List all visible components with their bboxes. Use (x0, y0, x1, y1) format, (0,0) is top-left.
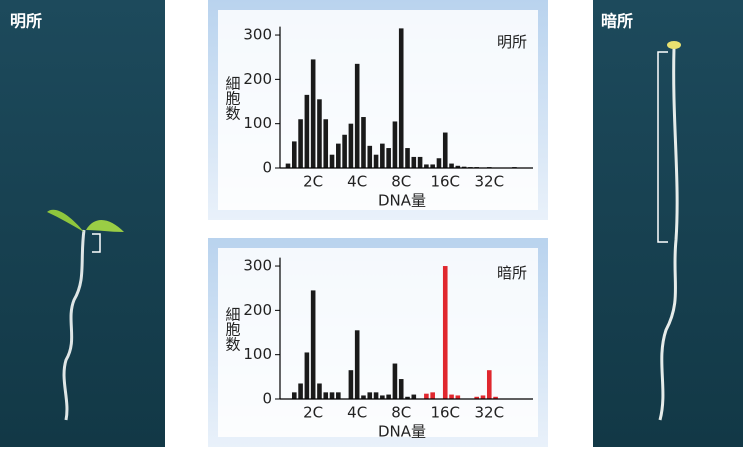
x-tick-label: 16C (430, 404, 460, 422)
bar (367, 146, 372, 168)
bar (342, 135, 347, 168)
bar (298, 383, 303, 399)
bar (374, 155, 379, 168)
bar (424, 394, 429, 399)
bar (412, 395, 417, 399)
x-tick-label: 16C (430, 173, 460, 191)
x-tick-label: 32C (474, 173, 504, 191)
y-tick-label: 200 (243, 301, 272, 319)
bar (305, 352, 310, 399)
photo-label: 明所 (10, 12, 42, 31)
bar (311, 59, 316, 168)
page: 明所 暗所 01002003002C4C8C16C32CDNA量細胞数明所010… (0, 0, 743, 447)
bar (323, 119, 328, 168)
bar (399, 379, 404, 399)
bar (305, 95, 310, 168)
y-tick-label: 300 (243, 257, 272, 275)
bar (292, 392, 297, 399)
x-tick-label: 2C (303, 173, 323, 191)
bar (349, 370, 354, 399)
bar (317, 99, 322, 168)
x-tick-label: 8C (391, 173, 411, 191)
annotation: 暗所 (497, 264, 527, 282)
y-tick-label: 100 (243, 114, 272, 132)
bar (399, 28, 404, 168)
annotation: 明所 (497, 33, 527, 51)
y-tick-label: 0 (262, 390, 272, 408)
chart-panel: 0 100 200 300 2C 4C 8C 16C 32C DNA量 細胞数 暗所 (208, 238, 548, 447)
bar (437, 158, 442, 168)
bar (412, 157, 417, 168)
bar (386, 395, 391, 399)
x-tick-label: 2C (303, 404, 323, 422)
y-tick-label: 200 (243, 70, 272, 88)
bar (286, 164, 291, 168)
chart-panel: 0 100 200 300 2C 4C 8C 16C 32C DNA量 細胞数 明所 (208, 0, 548, 220)
photo-light: 明所 (0, 0, 165, 447)
bar (405, 148, 410, 168)
bar (449, 395, 454, 399)
bar (430, 392, 435, 399)
bar (330, 155, 335, 168)
bar (336, 144, 341, 168)
bar (393, 364, 398, 399)
figure: 明所 暗所 01002003002C4C8C16C32CDNA量細胞数明所010… (0, 0, 743, 447)
x-tick-label: 4C (347, 173, 367, 191)
bar (298, 119, 303, 168)
bar (443, 133, 448, 168)
bar (336, 392, 341, 399)
y-tick-label: 0 (262, 159, 272, 177)
bar (292, 141, 297, 168)
bar (393, 121, 398, 168)
y-tick-label: 100 (243, 345, 272, 363)
y-tick-label: 300 (243, 26, 272, 44)
bar (374, 392, 379, 399)
bar (386, 148, 391, 168)
photo-dark: 暗所 (593, 0, 743, 447)
y-axis-label: 細胞数 (224, 75, 242, 120)
x-tick-label: 32C (474, 404, 504, 422)
bar (367, 392, 372, 399)
x-tick-label: 4C (347, 404, 367, 422)
bar (380, 144, 385, 168)
bar (487, 370, 492, 399)
bar (355, 64, 360, 168)
bar (349, 124, 354, 168)
y-axis-label: 細胞数 (224, 306, 242, 351)
bar (355, 330, 360, 399)
x-axis-label: DNA量 (378, 423, 426, 441)
bar (317, 383, 322, 399)
bar (311, 290, 316, 399)
bar (330, 392, 335, 399)
bar (449, 164, 454, 168)
bar (323, 392, 328, 399)
bar (443, 266, 448, 399)
x-tick-label: 8C (391, 404, 411, 422)
x-axis-label: DNA量 (378, 192, 426, 210)
bar (418, 157, 423, 168)
photo-label: 暗所 (601, 12, 633, 31)
bar (361, 117, 366, 168)
